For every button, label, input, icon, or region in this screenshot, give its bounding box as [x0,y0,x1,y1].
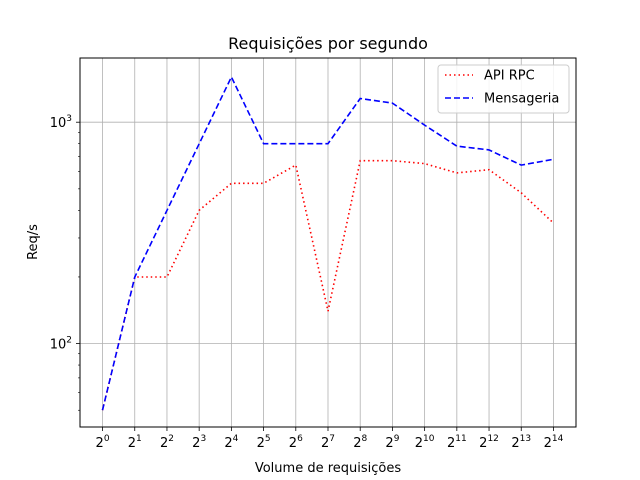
x-tick-label: 210 [415,434,435,451]
legend-label: Mensageria [484,92,559,107]
x-tick-label: 24 [224,434,238,451]
x-tick-label: 22 [160,434,174,451]
x-tick-label: 213 [511,434,531,451]
x-tick-label: 25 [257,434,271,451]
legend: API RPC Mensageria [437,64,570,114]
y-tick-label: 103 [50,114,72,131]
x-tick-label: 27 [321,434,335,451]
x-axis-label: Volume de requisições [255,461,402,476]
x-tick-label: 29 [385,434,399,451]
x-tick-label: 211 [447,434,467,451]
y-axis-label: Req/s [26,224,41,260]
x-tick-label: 23 [192,434,206,451]
x-tick-label: 212 [479,434,499,451]
y-tick-label: 102 [50,336,72,353]
series-lines [101,75,555,411]
x-tick-label: 214 [544,434,564,451]
x-tick-label: 21 [128,434,142,451]
x-tick-label: 28 [353,434,367,451]
grid [80,58,576,427]
series-line-api-rpc [101,159,555,411]
series-line-mensageria [101,75,554,411]
chart-title: Requisições por segundo [228,34,428,53]
legend-box [437,64,570,114]
legend-label: API RPC [484,69,535,84]
x-tick-label: 20 [96,434,110,451]
axis-ticks: 20 21 22 23 24 25 26 27 28 29 210 211 212 213 214 102 10… [50,114,564,451]
x-tick-label: 26 [289,434,303,451]
